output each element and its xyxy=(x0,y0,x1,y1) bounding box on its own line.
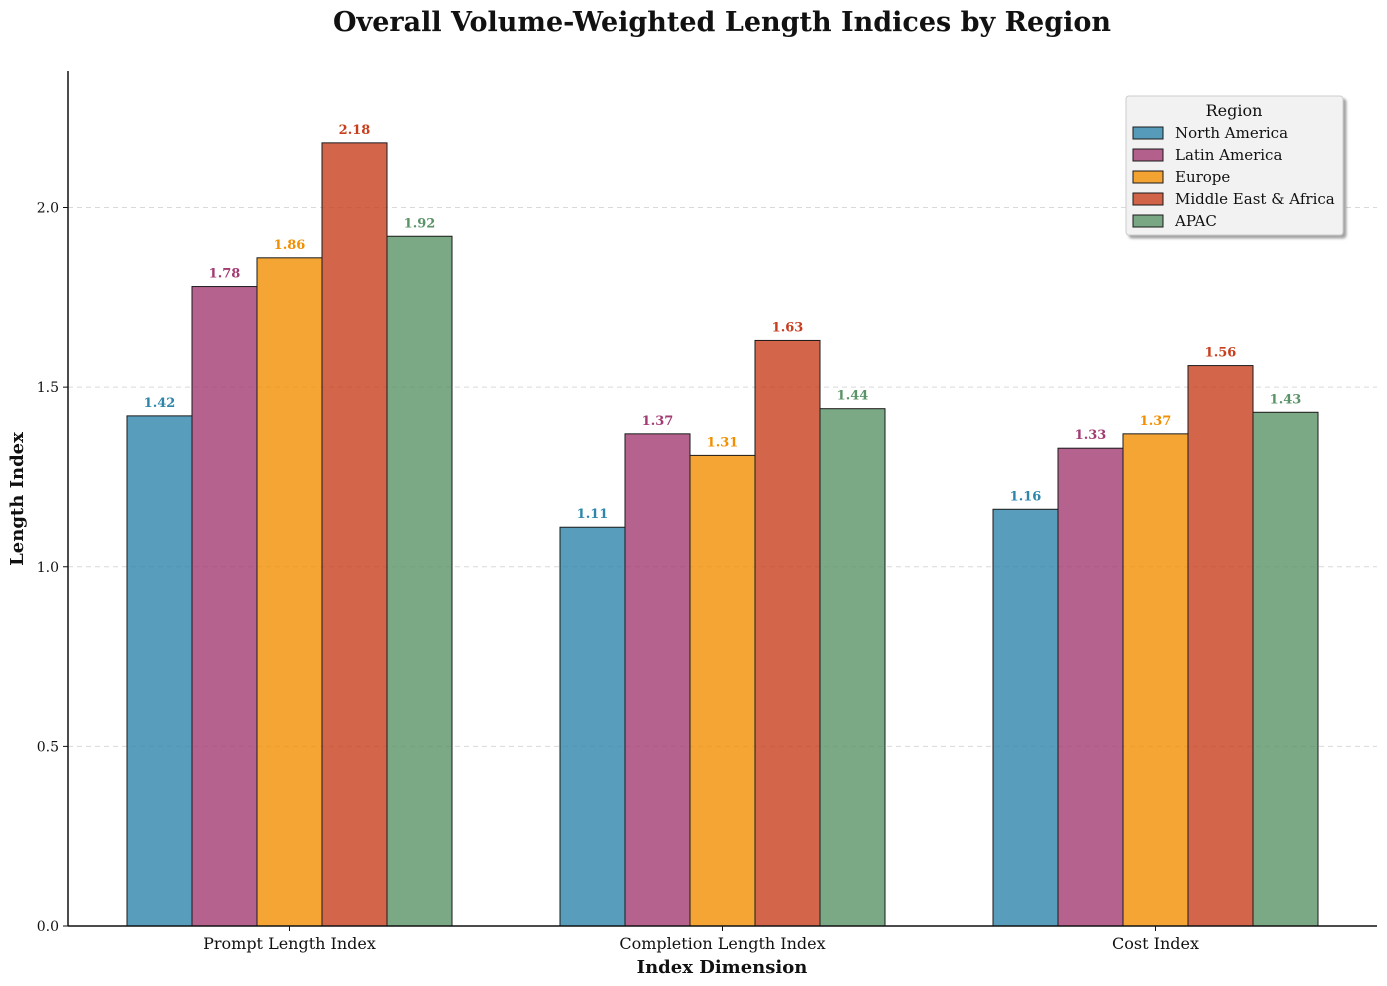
data-label: 1.43 xyxy=(1270,392,1302,407)
legend-label: Europe xyxy=(1175,168,1230,186)
y-tick-label: 2.0 xyxy=(37,201,59,217)
legend-swatch xyxy=(1132,148,1164,162)
legend-label: Latin America xyxy=(1175,146,1282,164)
legend-items: North America Latin America Europe Middle E… xyxy=(1132,124,1335,230)
y-tick-label: 0.0 xyxy=(37,919,59,935)
data-label: 1.42 xyxy=(144,396,176,411)
x-axis-label: Index Dimension xyxy=(637,957,808,978)
bar xyxy=(191,286,258,927)
legend-swatch xyxy=(1132,214,1164,228)
bar xyxy=(992,508,1059,927)
bar xyxy=(689,454,756,927)
legend-title: Region xyxy=(1206,101,1263,120)
data-label: 1.78 xyxy=(209,267,241,282)
data-label: 1.56 xyxy=(1205,346,1237,361)
bar xyxy=(1122,433,1189,927)
y-tick-label: 0.5 xyxy=(37,739,59,755)
bar xyxy=(1252,411,1319,927)
bar xyxy=(256,257,323,927)
bar xyxy=(819,408,886,927)
bar xyxy=(386,235,453,927)
data-label: 1.33 xyxy=(1075,428,1107,443)
data-label: 1.11 xyxy=(577,507,609,522)
data-label: 1.44 xyxy=(837,389,869,404)
data-label: 1.37 xyxy=(1140,414,1172,429)
bar xyxy=(1187,365,1254,927)
bar xyxy=(321,142,388,927)
bar xyxy=(624,433,691,927)
bar xyxy=(754,339,821,927)
legend-label: Middle East & Africa xyxy=(1175,190,1335,208)
data-label: 1.86 xyxy=(274,238,306,253)
y-axis-label: Length Index xyxy=(7,432,28,566)
legend: Region North America Latin America Europe M… xyxy=(1125,95,1344,236)
bar xyxy=(559,526,626,927)
x-tick-label: Cost Index xyxy=(1112,934,1199,953)
x-axis-ticks: Prompt Length Index Completion Length Ind… xyxy=(203,926,1199,953)
value-labels-group: 1.42 1.78 1.86 2.18 1.92 1.11 1.37 1.31 1.63 1.44… xyxy=(144,123,1302,522)
legend-label: APAC xyxy=(1174,212,1217,230)
data-label: 1.37 xyxy=(642,414,674,429)
data-label: 1.92 xyxy=(404,216,436,231)
data-label: 2.18 xyxy=(339,123,371,138)
legend-box xyxy=(1125,95,1344,236)
bars-group xyxy=(126,142,1319,927)
data-label: 1.16 xyxy=(1010,489,1042,504)
x-tick-label: Completion Length Index xyxy=(619,934,825,953)
y-tick-label: 1.0 xyxy=(37,560,59,576)
legend-swatch xyxy=(1132,192,1164,206)
bar xyxy=(1057,447,1124,927)
legend-label: North America xyxy=(1175,124,1288,142)
y-tick-label: 1.5 xyxy=(37,380,59,396)
chart-title: Overall Volume-Weighted Length Indices b… xyxy=(333,7,1111,38)
legend-swatch xyxy=(1132,126,1164,140)
bar xyxy=(126,415,193,927)
data-label: 1.63 xyxy=(772,320,804,335)
y-axis-ticks: 0.0 0.5 1.0 1.5 2.0 xyxy=(37,201,68,935)
legend-swatch xyxy=(1132,170,1164,184)
x-tick-label: Prompt Length Index xyxy=(203,934,376,953)
data-label: 1.31 xyxy=(707,435,739,450)
